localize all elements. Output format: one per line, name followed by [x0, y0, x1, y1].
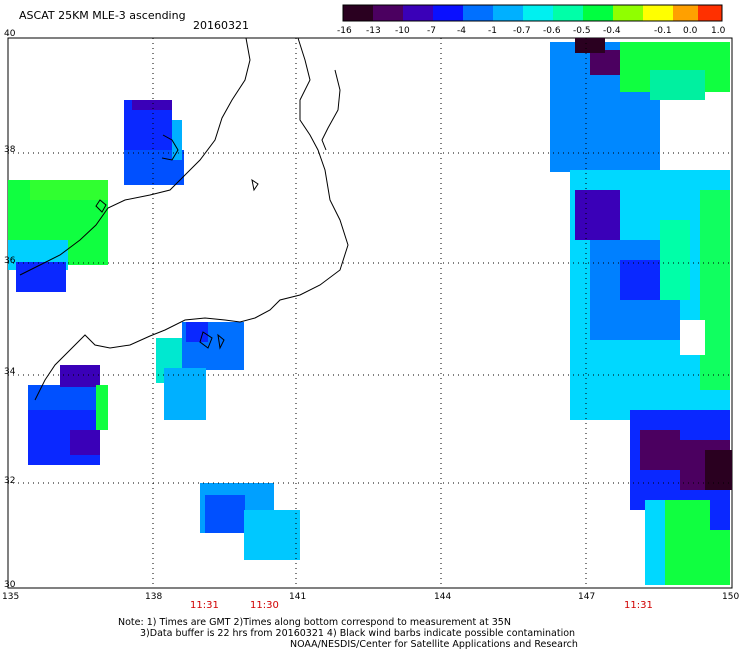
lon-label: 135 [2, 592, 20, 602]
note-line-2: 3)Data buffer is 22 hrs from 20160321 4)… [140, 628, 576, 639]
lon-label: 141 [289, 592, 307, 602]
colorbar-label: -0.5 [573, 26, 591, 36]
lat-label: 30 [4, 580, 16, 590]
colorbar-label: -0.7 [513, 26, 531, 36]
colorbar-swatch [373, 5, 403, 21]
pass-time: 11:30 [250, 600, 279, 611]
lat-label: 32 [4, 476, 16, 486]
colorbar-label: -16 [337, 26, 352, 36]
lat-label: 34 [4, 367, 16, 377]
plot-frame [7, 37, 733, 589]
note-line-1: Note: 1) Times are GMT 2)Times along bot… [118, 617, 511, 628]
colorbar-label: -10 [395, 26, 410, 36]
lon-label: 138 [145, 592, 163, 602]
colorbar-swatch [493, 5, 523, 21]
colorbar [342, 4, 723, 22]
lat-label: 36 [4, 256, 16, 266]
colorbar-label: -0.6 [543, 26, 561, 36]
colorbar-label: -4 [457, 26, 466, 36]
pass-time: 11:31 [190, 600, 219, 611]
gridlines [8, 38, 732, 588]
coastline [19, 37, 349, 401]
colorbar-swatch [673, 5, 698, 21]
colorbar-label: 1.0 [711, 26, 726, 36]
note-line-3: NOAA/NESDIS/Center for Satellite Applica… [290, 639, 578, 650]
lat-label: 38 [4, 145, 16, 155]
colorbar-swatch [463, 5, 493, 21]
colorbar-label: -1 [488, 26, 497, 36]
colorbar-swatch [553, 5, 583, 21]
colorbar-label: -13 [366, 26, 381, 36]
colorbar-swatch [583, 5, 613, 21]
colorbar-swatch [343, 5, 373, 21]
colorbar-swatch [523, 5, 553, 21]
colorbar-swatch [698, 5, 722, 21]
wind-swath-west [8, 100, 300, 560]
lon-label: 147 [578, 592, 596, 602]
colorbar-swatch [643, 5, 673, 21]
colorbar-label: -7 [427, 26, 436, 36]
colorbar-swatch [613, 5, 643, 21]
colorbar-label: -0.1 [654, 26, 672, 36]
colorbar-swatch [433, 5, 463, 21]
colorbar-label: 0.0 [683, 26, 698, 36]
lon-label: 144 [434, 592, 452, 602]
lon-label: 150 [722, 592, 740, 602]
map-title: ASCAT 25KM MLE-3 ascending [19, 9, 186, 22]
pass-time: 11:31 [624, 600, 653, 611]
colorbar-swatch [403, 5, 433, 21]
map-date: 20160321 [193, 19, 249, 32]
colorbar-label: -0.4 [603, 26, 621, 36]
wind-swath-east [550, 38, 732, 585]
lat-label: 40 [4, 29, 16, 39]
